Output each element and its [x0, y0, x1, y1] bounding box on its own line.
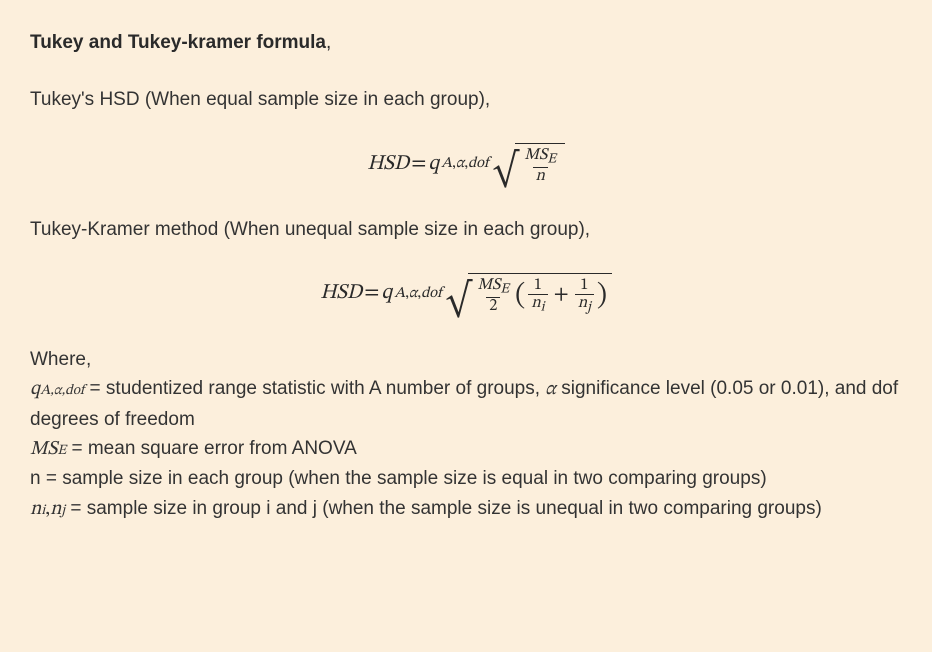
formula-hsd: HSD = qA,α,dof √ MSE n [30, 143, 902, 185]
q-subscript: A,α,dof [441, 152, 488, 175]
hsd-lhs: HSD [367, 148, 409, 181]
def-mse: MSE = mean square error from ANOVA [30, 434, 902, 464]
formula-kramer: HSD = qA,α,dof √ MSE 2 ( 1 ni + [30, 273, 902, 315]
intro-kramer: Tukey-Kramer method (When unequal sample… [30, 215, 902, 244]
plus-sign: + [554, 279, 569, 312]
document-page: Tukey and Tukey-kramer formula, Tukey's … [0, 0, 932, 554]
radicand-hsd: MSE n [515, 143, 565, 185]
q-symbol-2: q [381, 277, 392, 310]
radicand-kramer: MSE 2 ( 1 ni + 1 nj ) [468, 273, 612, 315]
rparen: ) [596, 283, 608, 309]
lparen: ( [514, 283, 526, 309]
title-bold: Tukey and Tukey-kramer formula [30, 32, 326, 53]
var-mse: MSE [30, 434, 66, 464]
var-nj: nj [50, 494, 65, 524]
def-n: n = sample size in each group (when the … [30, 464, 902, 493]
frac-mse-over-n: MSE n [521, 147, 559, 185]
frac-1-over-nj: 1 nj [575, 277, 594, 315]
def-nij: ni, nj = sample size in group i and j (w… [30, 494, 902, 524]
q-symbol: q [428, 148, 439, 181]
intro-hsd: Tukey's HSD (When equal sample size in e… [30, 85, 902, 114]
hsd-lhs-2: HSD [320, 277, 362, 310]
var-ni: ni [30, 494, 45, 524]
where-label: Where, [30, 345, 902, 374]
def-q: qA,α,dof = studentized range statistic w… [30, 374, 902, 434]
frac-1-over-ni: 1 ni [528, 277, 547, 315]
sqrt-kramer: √ MSE 2 ( 1 ni + 1 nj ) [446, 273, 612, 315]
q-subscript-2: A,α,dof [394, 282, 441, 305]
equals-sign-2: = [364, 277, 379, 310]
title-trailing: , [326, 32, 331, 53]
definitions-block: Where, qA,α,dof = studentized range stat… [30, 345, 902, 524]
equals-sign: = [411, 148, 426, 181]
var-q: qA,α,dof [30, 374, 84, 404]
page-title: Tukey and Tukey-kramer formula, [30, 28, 902, 57]
sqrt-hsd: √ MSE n [493, 143, 565, 185]
frac-mse-over-2: MSE 2 [474, 277, 512, 315]
